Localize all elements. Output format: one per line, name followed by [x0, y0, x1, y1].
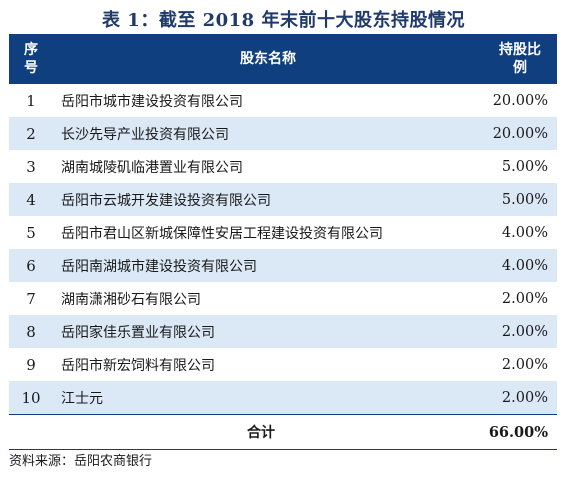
- row-no: 8: [9, 315, 53, 348]
- row-no: 7: [9, 282, 53, 315]
- header-pct: 持股比 例: [483, 34, 557, 84]
- header-pct-line1: 持股比: [499, 42, 541, 58]
- row-pct: 5.00%: [483, 150, 557, 183]
- row-name: 湖南城陵矶临港置业有限公司: [53, 150, 483, 183]
- shareholders-table: 序 号 股东名称 持股比 例 1 岳阳市城市建设投资有限公司 20.00% 2 …: [9, 34, 557, 450]
- source-note: 资料来源：岳阳农商银行: [9, 454, 153, 469]
- total-pct: 66.00%: [483, 414, 557, 450]
- row-pct: 20.00%: [483, 84, 557, 117]
- table-row: 10 江士元 2.00%: [9, 381, 557, 415]
- row-name: 岳阳南湖城市建设投资有限公司: [53, 249, 483, 282]
- header-name: 股东名称: [53, 34, 483, 84]
- row-name: 岳阳家佳乐置业有限公司: [53, 315, 483, 348]
- table-row: 8 岳阳家佳乐置业有限公司 2.00%: [9, 315, 557, 348]
- header-pct-line2: 例: [513, 60, 527, 76]
- row-name: 岳阳市新宏饲料有限公司: [53, 348, 483, 381]
- header-no-line2: 号: [24, 60, 38, 76]
- table-row: 1 岳阳市城市建设投资有限公司 20.00%: [9, 84, 557, 117]
- table-row: 7 湖南潇湘砂石有限公司 2.00%: [9, 282, 557, 315]
- table-row: 2 长沙先导产业投资有限公司 20.00%: [9, 117, 557, 150]
- row-name: 岳阳市城市建设投资有限公司: [53, 84, 483, 117]
- table-row: 4 岳阳市云城开发建设投资有限公司 5.00%: [9, 183, 557, 216]
- row-no: 3: [9, 150, 53, 183]
- table-row: 9 岳阳市新宏饲料有限公司 2.00%: [9, 348, 557, 381]
- row-name: 江士元: [53, 381, 483, 415]
- table-row: 3 湖南城陵矶临港置业有限公司 5.00%: [9, 150, 557, 183]
- row-pct: 2.00%: [483, 315, 557, 348]
- header-no-line1: 序: [24, 42, 38, 58]
- row-name: 岳阳市云城开发建设投资有限公司: [53, 183, 483, 216]
- row-pct: 4.00%: [483, 216, 557, 249]
- row-pct: 2.00%: [483, 348, 557, 381]
- table-row: 5 岳阳市君山区新城保障性安居工程建设投资有限公司 4.00%: [9, 216, 557, 249]
- row-pct: 4.00%: [483, 249, 557, 282]
- row-no: 2: [9, 117, 53, 150]
- row-no: 6: [9, 249, 53, 282]
- row-no: 5: [9, 216, 53, 249]
- row-name: 岳阳市君山区新城保障性安居工程建设投资有限公司: [53, 216, 483, 249]
- row-pct: 20.00%: [483, 117, 557, 150]
- row-pct: 2.00%: [483, 282, 557, 315]
- table-title: 表 1：截至 2018 年末前十大股东持股情况: [102, 10, 465, 31]
- row-no: 9: [9, 348, 53, 381]
- row-name: 湖南潇湘砂石有限公司: [53, 282, 483, 315]
- row-pct: 2.00%: [483, 381, 557, 415]
- row-pct: 5.00%: [483, 183, 557, 216]
- row-no: 10: [9, 381, 53, 415]
- total-label: 合计: [9, 414, 483, 450]
- row-no: 1: [9, 84, 53, 117]
- row-no: 4: [9, 183, 53, 216]
- header-row: 序 号 股东名称 持股比 例: [9, 34, 557, 84]
- row-name: 长沙先导产业投资有限公司: [53, 117, 483, 150]
- table-row: 6 岳阳南湖城市建设投资有限公司 4.00%: [9, 249, 557, 282]
- header-no: 序 号: [9, 34, 53, 84]
- total-row: 合计 66.00%: [9, 414, 557, 450]
